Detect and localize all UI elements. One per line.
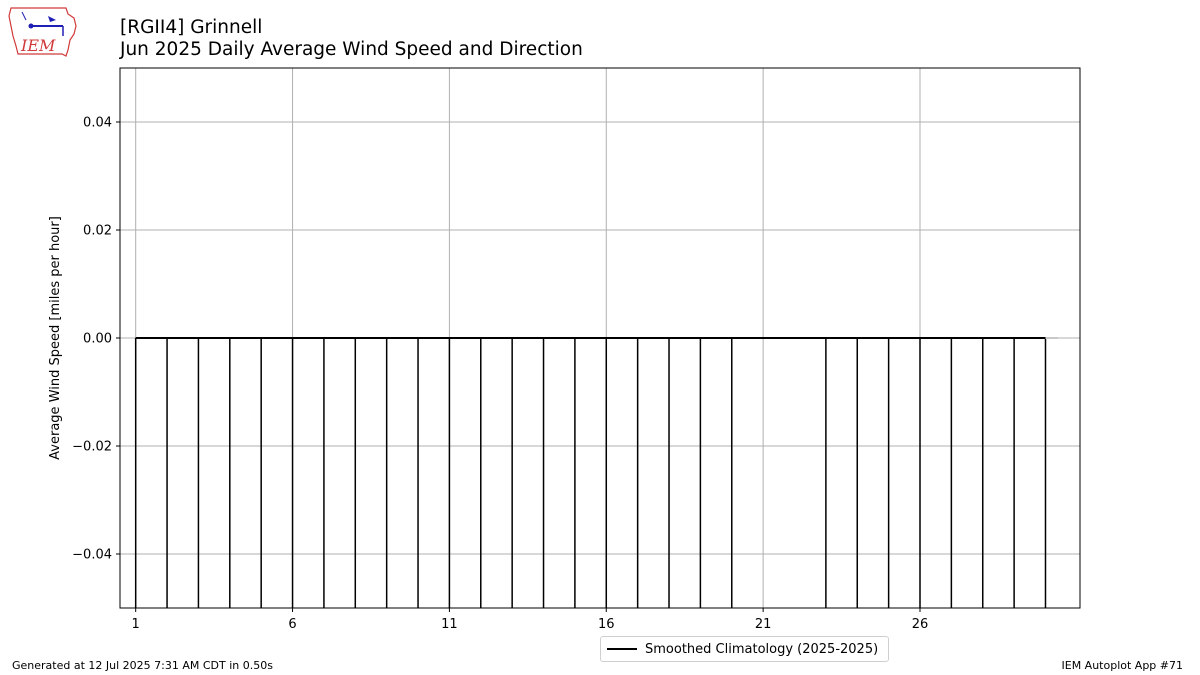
x-tick-label: 6 bbox=[288, 617, 296, 632]
x-tick-label: 1 bbox=[132, 617, 140, 632]
chart-title-line1: [RGII4] Grinnell bbox=[120, 17, 263, 38]
legend-line-swatch bbox=[607, 648, 637, 650]
logo-text: IEM bbox=[20, 36, 56, 55]
app-label: IEM Autoplot App #71 bbox=[1061, 659, 1184, 672]
legend-label: Smoothed Climatology (2025-2025) bbox=[645, 641, 879, 657]
x-tick-label: 11 bbox=[441, 617, 458, 632]
y-tick-label: −0.04 bbox=[72, 548, 112, 563]
y-tick-label: 0.04 bbox=[83, 116, 112, 131]
iowa-map-icon: IEM bbox=[8, 7, 77, 57]
x-tick-label: 21 bbox=[755, 617, 772, 632]
chart-title: [RGII4] Grinnell Jun 2025 Daily Average … bbox=[120, 17, 583, 61]
chart-title-line2: Jun 2025 Daily Average Wind Speed and Di… bbox=[120, 39, 583, 60]
x-tick-label: 26 bbox=[912, 617, 929, 632]
y-tick-label: 0.00 bbox=[83, 332, 112, 347]
x-tick-label: 16 bbox=[598, 617, 615, 632]
y-tick-label: −0.02 bbox=[72, 440, 112, 455]
legend: Smoothed Climatology (2025-2025) bbox=[600, 636, 890, 662]
y-axis-label: Average Wind Speed [miles per hour] bbox=[48, 216, 63, 460]
generated-timestamp: Generated at 12 Jul 2025 7:31 AM CDT in … bbox=[12, 659, 273, 672]
y-tick-label: 0.02 bbox=[83, 224, 112, 239]
iem-logo: IEM bbox=[8, 6, 80, 60]
